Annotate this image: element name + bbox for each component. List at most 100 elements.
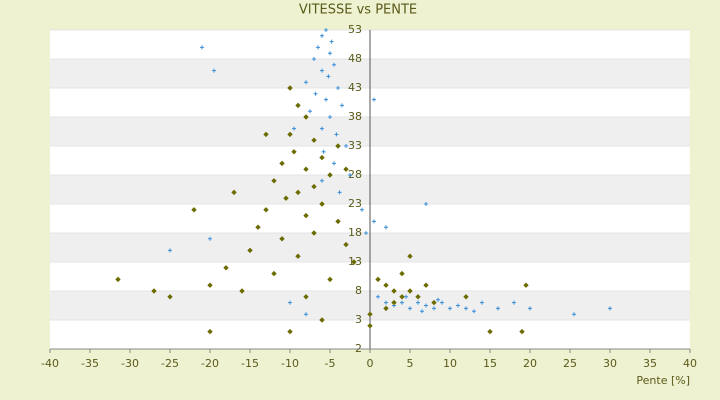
x-tick-label: -35 xyxy=(81,357,99,370)
y-tick-label: 38 xyxy=(348,110,362,123)
point xyxy=(464,306,468,311)
point xyxy=(400,300,404,305)
point xyxy=(287,85,293,91)
point xyxy=(327,172,333,178)
x-tick-label: -25 xyxy=(161,357,179,370)
point xyxy=(343,241,349,248)
point xyxy=(407,253,413,259)
point xyxy=(247,247,253,254)
point xyxy=(383,282,389,288)
point xyxy=(463,294,469,300)
point xyxy=(313,91,318,96)
point xyxy=(335,218,341,225)
point xyxy=(271,270,277,277)
point xyxy=(415,294,421,300)
chart-title: VITESSE vs PENTE xyxy=(299,3,417,18)
point xyxy=(320,33,324,38)
x-tick-label: 10 xyxy=(443,357,457,370)
point xyxy=(431,299,437,306)
y-tick-label: 53 xyxy=(348,23,362,36)
point xyxy=(319,154,325,161)
point xyxy=(384,300,388,305)
point xyxy=(207,328,213,335)
point xyxy=(319,201,325,207)
point xyxy=(311,183,317,190)
point xyxy=(168,248,172,253)
point xyxy=(399,270,405,277)
y-tick-label: 18 xyxy=(348,226,362,239)
x-tick-label: 20 xyxy=(523,357,537,370)
x-tick-label: -40 xyxy=(41,357,59,370)
point xyxy=(255,224,261,230)
point xyxy=(327,276,333,283)
point xyxy=(332,161,336,166)
point xyxy=(320,68,324,73)
point xyxy=(572,312,576,317)
point xyxy=(295,253,301,259)
x-tick-label: 30 xyxy=(603,357,617,370)
point xyxy=(287,131,293,138)
x-tick-label: 15 xyxy=(483,357,497,370)
point xyxy=(207,282,213,288)
y-tick-label: 43 xyxy=(348,81,362,94)
x-tick-label: 25 xyxy=(563,357,577,370)
point xyxy=(283,195,289,201)
point xyxy=(384,225,388,230)
point xyxy=(324,97,328,102)
y-tick-label: 48 xyxy=(348,52,362,65)
point xyxy=(472,309,476,314)
point xyxy=(295,189,301,196)
point xyxy=(608,306,612,311)
point xyxy=(480,300,484,305)
y-tick-label: 8 xyxy=(355,284,362,297)
point xyxy=(391,288,397,294)
point xyxy=(292,126,296,131)
point xyxy=(287,328,293,335)
point xyxy=(332,62,336,67)
point xyxy=(212,68,216,73)
point xyxy=(263,207,269,213)
point xyxy=(311,230,317,236)
point xyxy=(303,114,309,120)
point xyxy=(337,190,342,195)
point xyxy=(304,80,308,85)
point xyxy=(316,45,320,50)
point xyxy=(423,282,429,288)
point xyxy=(372,219,376,224)
point xyxy=(279,236,285,242)
y-tick-label: 33 xyxy=(348,139,362,152)
point xyxy=(320,178,324,183)
point xyxy=(420,309,424,314)
point xyxy=(319,317,325,323)
point xyxy=(367,311,373,317)
x-tick-label: 0 xyxy=(367,357,374,370)
point xyxy=(334,132,339,137)
y-tick-label: 23 xyxy=(348,197,362,210)
point xyxy=(288,300,292,305)
point xyxy=(335,143,341,149)
point xyxy=(343,166,349,172)
point xyxy=(528,306,532,311)
point xyxy=(408,306,412,311)
point xyxy=(303,294,309,300)
x-tick-label: -30 xyxy=(121,357,139,370)
point xyxy=(364,231,368,235)
point xyxy=(351,259,357,265)
point xyxy=(367,323,373,329)
x-tick-label: 40 xyxy=(683,357,697,370)
point xyxy=(336,86,340,90)
point xyxy=(512,300,516,305)
point xyxy=(312,57,316,61)
point xyxy=(151,288,157,294)
point xyxy=(291,149,297,155)
point xyxy=(416,300,420,305)
point xyxy=(376,294,380,299)
point xyxy=(340,103,344,108)
point xyxy=(328,51,332,56)
point xyxy=(223,265,229,271)
point xyxy=(399,294,405,300)
point xyxy=(200,45,204,50)
point xyxy=(424,202,428,206)
point xyxy=(320,126,324,131)
